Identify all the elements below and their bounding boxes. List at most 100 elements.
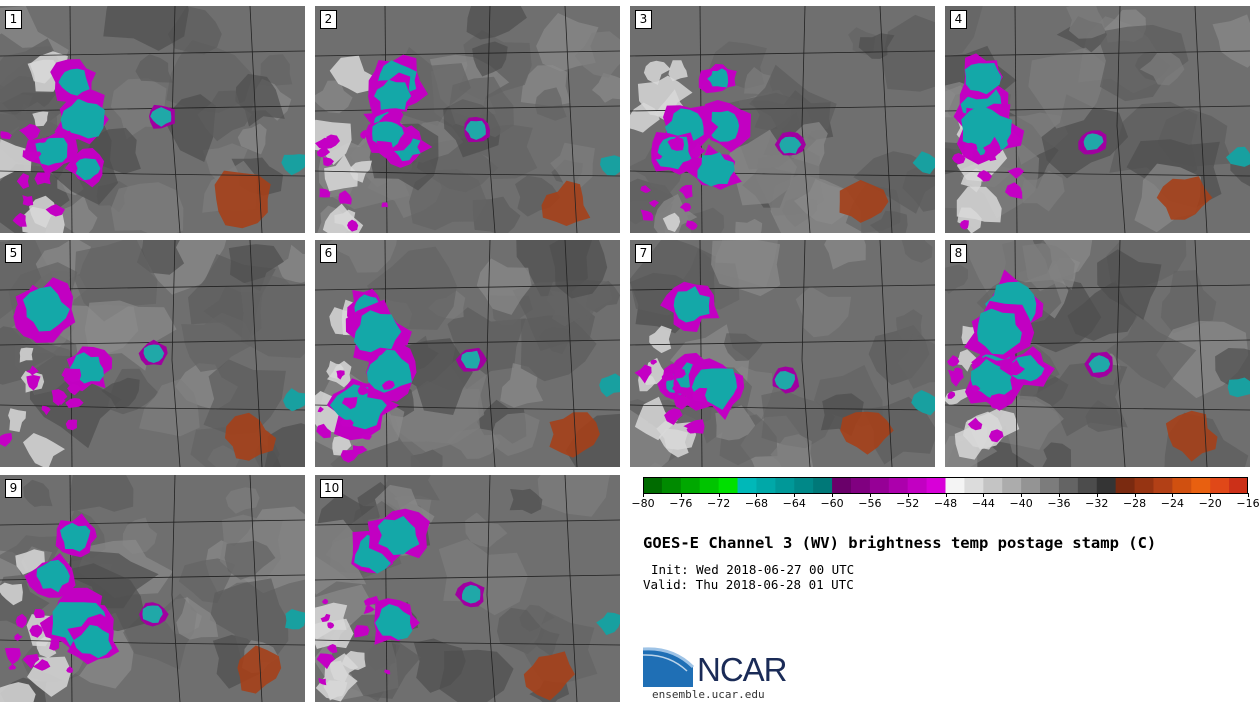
colorbar-tick-label: −24 xyxy=(1160,497,1184,510)
storm-fragment xyxy=(691,387,709,404)
wv-texture xyxy=(139,378,200,437)
panel-number: 9 xyxy=(5,479,22,498)
figure-title: GOES-E Channel 3 (WV) brightness temp po… xyxy=(643,534,1157,552)
storm-fragment xyxy=(340,419,354,427)
colorbar-bin xyxy=(1229,477,1248,494)
storm-fragment xyxy=(674,394,691,410)
state-boundary xyxy=(564,240,578,467)
storm-fragment xyxy=(45,204,65,217)
wv-texture xyxy=(537,475,611,517)
state-boundary xyxy=(1014,240,1018,467)
wv-texture xyxy=(472,41,508,77)
state-boundary xyxy=(249,475,263,702)
panel-number: 6 xyxy=(320,244,337,263)
colorbar-bin xyxy=(850,477,871,494)
state-boundary xyxy=(315,284,620,291)
wv-texture xyxy=(591,72,620,103)
storm-fragment xyxy=(322,598,329,605)
isolated-storm-core xyxy=(150,107,172,127)
wv-texture xyxy=(240,275,305,358)
panel-number: 1 xyxy=(5,10,22,29)
state-boundary xyxy=(801,6,811,233)
satellite-map xyxy=(315,6,620,233)
state-boundary xyxy=(945,170,1250,177)
edge-storm-core xyxy=(281,154,305,176)
state-boundary xyxy=(486,240,496,467)
colorbar-tick-label: −32 xyxy=(1085,497,1109,510)
colorbar-tick-mark xyxy=(1021,493,1023,497)
storm-cold-core xyxy=(375,604,413,640)
wv-texture xyxy=(1097,249,1162,320)
colorbar-tick-mark xyxy=(907,493,909,497)
storm-fragment xyxy=(381,380,395,390)
wv-bright-area xyxy=(0,582,23,606)
storm-cold-core xyxy=(964,63,1002,95)
storm-fragment xyxy=(318,678,327,686)
wv-texture xyxy=(794,178,845,225)
isolated-storm-core xyxy=(462,584,481,604)
wv-texture xyxy=(103,6,189,51)
storm-cold-core xyxy=(73,624,113,659)
storm-fragment xyxy=(316,653,336,670)
edge-storm-core xyxy=(283,388,305,412)
wv-texture xyxy=(466,6,527,40)
isolated-storm-core xyxy=(143,344,165,363)
storm-fragment xyxy=(319,188,331,198)
colorbar-tick-label: −56 xyxy=(858,497,882,510)
satellite-map xyxy=(315,240,620,467)
wv-texture xyxy=(203,359,286,435)
wv-texture xyxy=(711,240,781,297)
state-boundary xyxy=(879,6,893,233)
storm-fragment xyxy=(384,669,391,675)
isolated-storm-core xyxy=(774,371,795,390)
colorbar-tick-mark xyxy=(756,493,758,497)
storm-fragment xyxy=(376,140,393,158)
wv-texture xyxy=(897,334,935,389)
postage-stamp-7: 7 xyxy=(630,240,935,467)
storm-fragment xyxy=(664,408,683,425)
colorbar-tick-label: −20 xyxy=(1198,497,1222,510)
wv-texture xyxy=(509,488,543,514)
wv-texture xyxy=(863,396,935,465)
colorbar-bin xyxy=(1040,477,1060,494)
wv-texture xyxy=(101,377,140,409)
wv-texture xyxy=(896,309,923,340)
colorbar-bin xyxy=(1191,477,1211,494)
dry-air-region xyxy=(839,180,889,223)
storm-fragment xyxy=(16,173,30,189)
satellite-map xyxy=(630,240,935,467)
colorbar-tick-label: −48 xyxy=(933,497,958,510)
wv-texture xyxy=(237,123,267,155)
isolated-storm-core xyxy=(142,605,163,623)
storm-fragment xyxy=(1005,182,1023,199)
wv-texture xyxy=(449,76,514,138)
wv-texture xyxy=(209,578,289,663)
storm-fragment xyxy=(22,150,37,162)
storm-fragment xyxy=(653,151,663,160)
colorbar-bin xyxy=(699,477,720,494)
state-boundary xyxy=(801,240,811,467)
panel-number: 5 xyxy=(5,244,22,263)
state-boundary xyxy=(879,240,893,467)
storm-fragment xyxy=(34,172,51,185)
colorbar-tick-mark xyxy=(1172,493,1174,497)
colorbar-bin xyxy=(1021,477,1041,494)
state-boundary xyxy=(1194,240,1208,467)
state-boundary xyxy=(171,6,181,233)
wv-texture xyxy=(23,479,53,507)
wv-texture xyxy=(181,312,256,372)
edge-storm-core xyxy=(285,609,305,630)
postage-stamp-2: 2 xyxy=(315,6,620,233)
wv-bright-area xyxy=(957,207,982,233)
wv-texture xyxy=(123,593,197,670)
storm-fragment xyxy=(983,136,1001,156)
panel-number: 10 xyxy=(320,479,344,498)
ncar-logo-text: NCAR xyxy=(697,651,788,688)
wv-texture xyxy=(869,210,908,233)
wv-bright-area xyxy=(324,154,358,192)
storm-fragment xyxy=(1006,130,1022,146)
storm-fragment xyxy=(640,209,654,221)
storm-fragment xyxy=(317,406,324,413)
wv-bright-area xyxy=(332,435,352,456)
storm-fragment xyxy=(953,367,963,375)
